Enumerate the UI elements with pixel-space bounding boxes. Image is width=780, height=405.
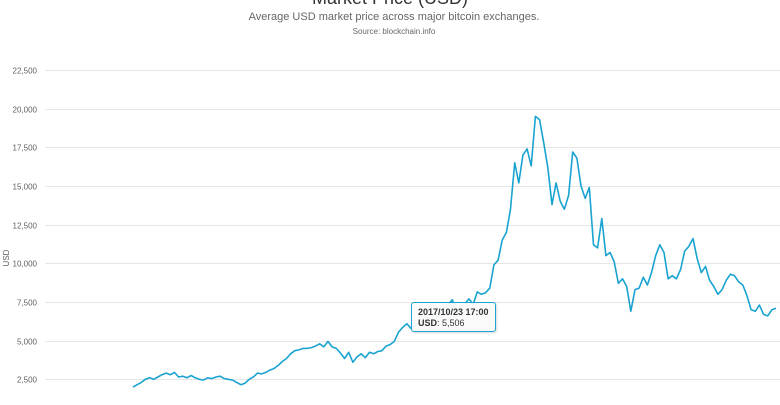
tooltip-date: 2017/10/23 17:00	[418, 307, 489, 317]
tooltip-value: 5,506	[442, 318, 465, 328]
grid	[45, 70, 780, 380]
y-tick-label: 5,000	[17, 338, 38, 347]
chart-source: Source: blockchain.info	[353, 27, 436, 36]
chart-subtitle: Average USD market price across major bi…	[249, 11, 540, 23]
y-axis-ticks: 2,500 5,000 7,500 10,000 12,500 15,000 17,500 2…	[13, 67, 38, 385]
y-tick-label: 17,500	[13, 144, 38, 153]
y-tick-label: 12,500	[13, 222, 38, 231]
y-axis-label: USD	[2, 249, 11, 266]
y-tick-label: 7,500	[17, 299, 38, 308]
series-line	[132, 115, 777, 388]
y-tick-label: 15,000	[13, 183, 38, 192]
y-tick-label: 10,000	[13, 260, 38, 269]
series-group	[132, 115, 777, 388]
y-tick-label: 2,500	[17, 376, 38, 385]
y-tick-label: 20,000	[13, 106, 38, 115]
tooltip: 2017/10/23 17:00 USD: 5,506	[411, 302, 496, 332]
chart-title: Market Price (USD)	[312, 0, 468, 8]
tooltip-key: USD	[418, 318, 438, 328]
y-tick-label: 22,500	[13, 67, 38, 76]
